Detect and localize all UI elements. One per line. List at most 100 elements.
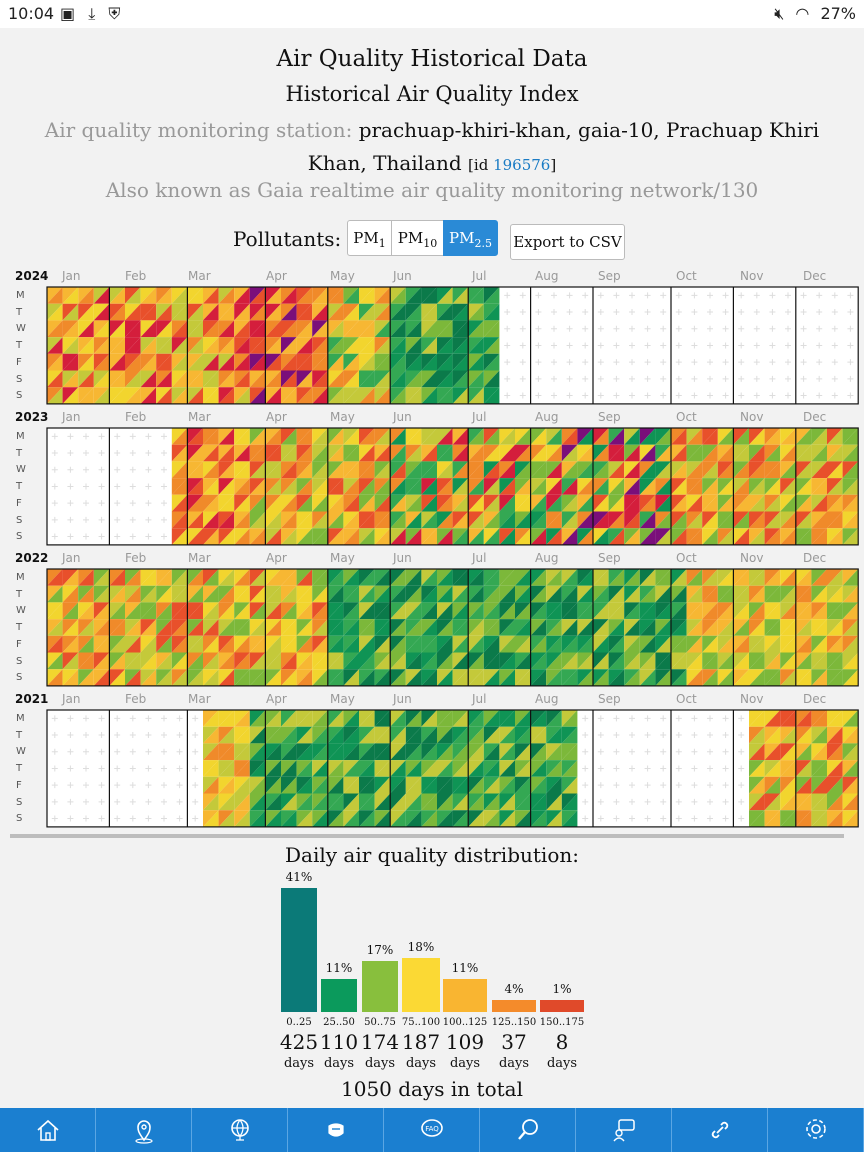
day-cell [47,585,63,603]
day-cell [483,461,500,479]
empty-day-marker [738,715,745,722]
day-cell [749,478,765,495]
day-cell [437,619,453,636]
day-cell [281,337,297,354]
empty-day-marker [83,815,89,822]
day-cell [811,428,827,445]
day-cell [249,461,266,479]
day-cell [499,511,515,529]
weekday-label: T [16,306,23,318]
day-cell [405,760,422,777]
day-cell [764,726,781,744]
nav-item-search[interactable] [480,1108,576,1152]
day-cell [468,810,484,827]
export-csv-button[interactable]: Export to CSV [510,224,625,260]
day-cell [764,652,781,670]
day-cell [780,569,796,586]
empty-day-marker [644,798,651,805]
nav-item-mask[interactable] [288,1108,384,1152]
day-cell [452,428,469,445]
nav-item-feedback[interactable] [576,1108,672,1152]
day-cell [421,370,437,388]
day-cell [577,669,593,686]
day-cell [62,602,79,620]
day-cell [281,337,297,354]
day-cell [780,461,796,479]
nav-item-location[interactable] [96,1108,192,1152]
month-label-nov: Nov [740,269,764,283]
day-cell [421,619,437,636]
day-cell [421,776,437,794]
day-cell [234,337,250,354]
empty-day-marker [551,359,557,366]
pm10-button[interactable]: PM10 [391,220,444,256]
day-cell [265,602,281,620]
day-cell [702,428,718,445]
empty-day-marker [816,392,823,399]
day-cell [249,810,266,827]
day-cell [93,669,110,686]
day-cell [343,760,359,777]
day-cell [546,793,562,811]
weekday-label: M [16,713,25,724]
day-cell [93,652,110,670]
day-cell [281,652,297,670]
nav-item-home[interactable] [0,1108,96,1152]
day-cell [764,569,781,586]
empty-day-marker [691,798,698,805]
weekday-label: F [16,638,22,650]
day-cell [530,776,547,794]
empty-day-marker [738,392,745,399]
day-cell [343,776,359,794]
day-cell [842,793,859,811]
empty-day-marker [161,798,167,805]
bar-percent-label: 17% [366,943,394,957]
station-id-link[interactable]: 196576 [493,156,551,174]
day-cell [546,760,562,777]
month-label-sep: Sep [598,692,621,706]
nav-item-settings[interactable] [768,1108,864,1152]
empty-day-marker [504,359,511,366]
nav-item-faq[interactable]: FAQ [384,1108,480,1152]
day-cell [561,444,578,462]
day-cell [156,585,172,603]
day-cell [421,444,437,462]
day-cell [515,602,531,620]
day-cell [187,478,203,495]
day-cell [827,619,843,636]
day-cell [62,370,79,388]
day-cell [171,528,188,545]
day-cell [234,585,250,603]
day-cell [795,428,812,445]
month-label-feb: Feb [125,269,147,283]
nav-item-link[interactable] [672,1108,768,1152]
empty-day-marker [816,292,823,299]
empty-day-marker [660,359,667,366]
distribution-bar [402,958,440,1012]
day-cell [749,726,765,744]
nav-item-globe[interactable] [192,1108,288,1152]
day-cell [530,652,547,670]
pm1-button[interactable]: PM1 [347,220,392,256]
empty-day-marker [83,732,89,739]
day-cell [312,303,328,321]
day-cell [593,428,609,445]
day-cell [780,760,796,777]
day-cell [281,387,297,404]
day-cell [842,776,859,794]
empty-day-marker [800,292,807,299]
day-cell [265,635,281,653]
day-cell [499,602,515,620]
empty-day-marker [566,342,573,349]
pm25-button[interactable]: PM2.5 [443,220,498,256]
day-cell [203,494,219,512]
day-cell [374,353,391,371]
day-cell [343,810,359,827]
day-cell [811,652,827,670]
day-cell [187,320,203,338]
day-cell [842,444,859,462]
empty-day-marker [675,715,682,722]
day-cell [93,669,110,686]
day-cell [608,619,625,636]
empty-day-marker [504,375,511,382]
